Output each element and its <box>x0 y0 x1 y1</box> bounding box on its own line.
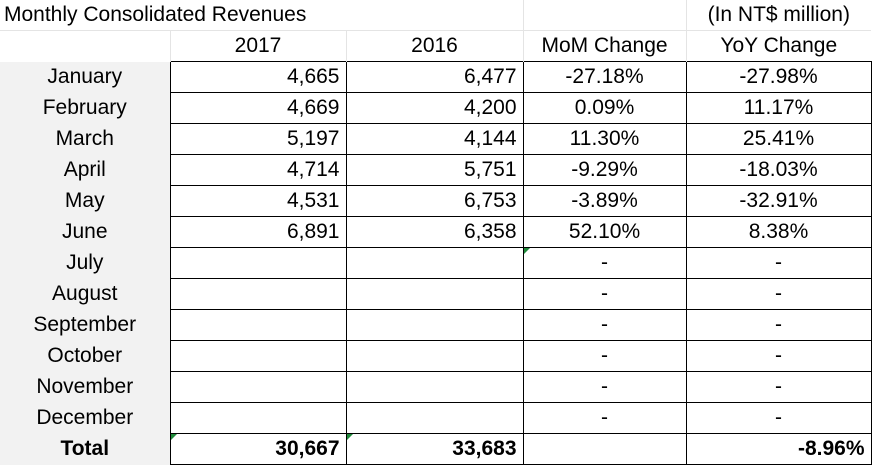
value-2016: 6,358 <box>345 216 524 248</box>
value-2017: 4,531 <box>169 185 347 217</box>
title-row: Monthly Consolidated Revenues (In NT$ mi… <box>0 0 872 31</box>
value-yoy: - <box>685 247 872 279</box>
table-title: Monthly Consolidated Revenues <box>0 0 524 31</box>
value-yoy: -18.03% <box>685 154 872 186</box>
value-2016: 6,753 <box>345 185 524 217</box>
month-label: March <box>0 123 170 155</box>
value-yoy: - <box>685 309 872 341</box>
month-label: August <box>0 278 170 310</box>
value-2017 <box>169 247 347 279</box>
total-mom <box>522 433 687 465</box>
value-2016 <box>345 402 524 434</box>
value-yoy: 8.38% <box>685 216 872 248</box>
value-mom: - <box>522 309 687 341</box>
value-2016 <box>345 247 524 279</box>
value-2017 <box>169 402 347 434</box>
table-row: March 5,197 4,144 11.30% 25.41% <box>0 123 872 155</box>
value-2017 <box>169 278 347 310</box>
value-mom: 0.09% <box>522 92 687 124</box>
value-2016: 4,144 <box>345 123 524 155</box>
total-label: Total <box>0 433 170 465</box>
value-mom: - <box>522 371 687 403</box>
value-mom: -27.18% <box>522 61 687 93</box>
table-row: February 4,669 4,200 0.09% 11.17% <box>0 92 872 124</box>
header-yoy: YoY Change <box>720 34 838 57</box>
value-2016 <box>345 371 524 403</box>
value-yoy: -32.91% <box>685 185 872 217</box>
value-mom: 11.30% <box>522 123 687 155</box>
table-row: April 4,714 5,751 -9.29% -18.03% <box>0 154 872 186</box>
value-2016: 4,200 <box>345 92 524 124</box>
table-row: July - - <box>0 247 872 279</box>
value-2017: 6,891 <box>169 216 347 248</box>
total-row: Total 30,667 33,683 -8.96% <box>0 433 872 465</box>
value-2016 <box>345 278 524 310</box>
unit-note: (In NT$ million) <box>686 0 872 31</box>
month-label: June <box>0 216 170 248</box>
table-row: January 4,665 6,477 -27.18% -27.98% <box>0 61 872 93</box>
value-yoy: -27.98% <box>685 61 872 93</box>
table-row: December - - <box>0 402 872 434</box>
month-label: July <box>0 247 170 279</box>
header-row: 2017 2016 MoM Change YoY Change <box>0 30 871 62</box>
month-label: April <box>0 154 170 186</box>
total-2017: 30,667 <box>169 433 347 465</box>
value-yoy: - <box>685 340 872 372</box>
value-mom: - <box>522 402 687 434</box>
value-mom: -9.29% <box>522 154 687 186</box>
value-mom: - <box>522 247 687 279</box>
value-2017 <box>169 371 347 403</box>
value-yoy: - <box>685 371 872 403</box>
table-row: August - - <box>0 278 872 310</box>
value-2016 <box>345 340 524 372</box>
month-label: November <box>0 371 170 403</box>
value-2017 <box>169 340 347 372</box>
value-yoy: 25.41% <box>685 123 872 155</box>
value-yoy: - <box>685 402 872 434</box>
value-mom: - <box>522 278 687 310</box>
value-mom: -3.89% <box>522 185 687 217</box>
header-corner <box>0 30 171 62</box>
value-2017: 4,714 <box>169 154 347 186</box>
table-row: September - - <box>0 309 872 341</box>
value-2016 <box>345 309 524 341</box>
header-mom: MoM Change <box>523 30 687 62</box>
month-label: December <box>0 402 170 434</box>
value-mom: 52.10% <box>522 216 687 248</box>
value-yoy: 11.17% <box>685 92 872 124</box>
value-yoy: - <box>685 278 872 310</box>
total-yoy: -8.96% <box>685 433 872 465</box>
total-2016: 33,683 <box>345 433 524 465</box>
month-label: January <box>0 61 170 93</box>
value-2017: 4,665 <box>169 61 347 93</box>
month-label: September <box>0 309 170 341</box>
value-2017: 5,197 <box>169 123 347 155</box>
header-2016: 2016 <box>346 30 524 62</box>
table-row: June 6,891 6,358 52.10% 8.38% <box>0 216 872 248</box>
empty-cell <box>523 0 687 31</box>
month-label: May <box>0 185 170 217</box>
value-2017: 4,669 <box>169 92 347 124</box>
month-label: February <box>0 92 170 124</box>
table-row: October - - <box>0 340 872 372</box>
table-row: November - - <box>0 371 872 403</box>
value-mom: - <box>522 340 687 372</box>
month-label: October <box>0 340 170 372</box>
value-2016: 6,477 <box>345 61 524 93</box>
value-2016: 5,751 <box>345 154 524 186</box>
header-2017: 2017 <box>170 30 347 62</box>
value-2017 <box>169 309 347 341</box>
table-row: May 4,531 6,753 -3.89% -32.91% <box>0 185 872 217</box>
